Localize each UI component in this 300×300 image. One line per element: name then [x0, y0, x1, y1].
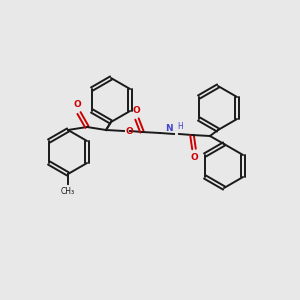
Text: O: O [132, 106, 140, 115]
Text: O: O [125, 127, 133, 136]
Text: H: H [177, 122, 183, 131]
Text: O: O [190, 153, 198, 162]
Text: O: O [73, 100, 81, 109]
Text: CH₃: CH₃ [61, 187, 75, 196]
Text: N: N [165, 124, 173, 133]
